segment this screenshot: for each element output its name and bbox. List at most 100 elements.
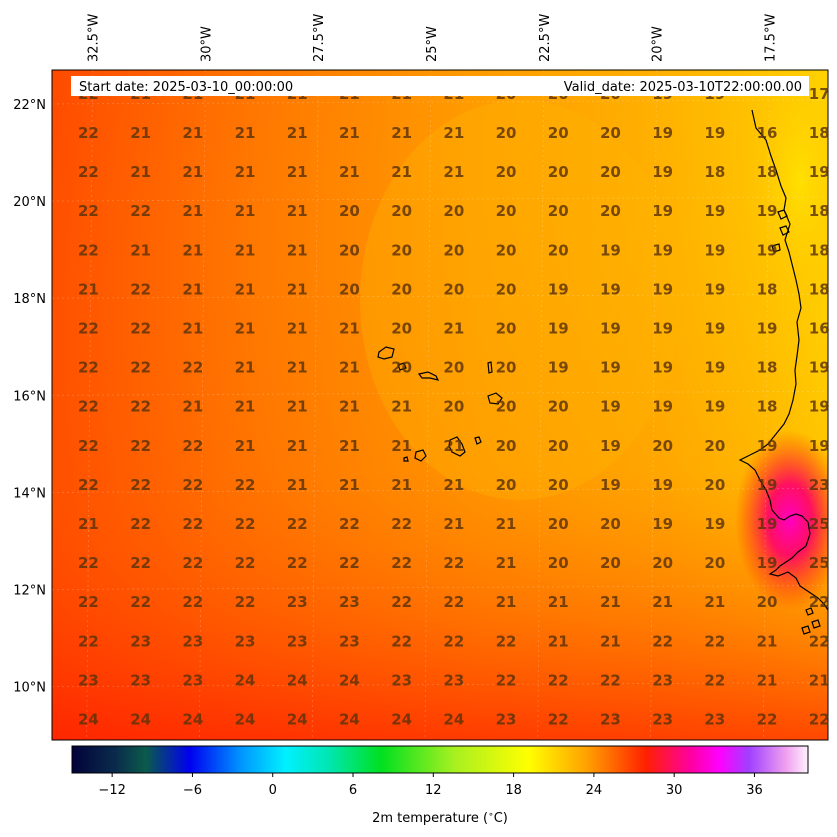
value-label: 22 xyxy=(757,711,778,729)
value-label: 21 xyxy=(391,163,412,181)
value-label: 25 xyxy=(809,515,830,533)
value-label: 23 xyxy=(287,632,308,650)
value-label: 22 xyxy=(78,476,99,494)
value-label: 21 xyxy=(443,124,464,142)
island-bissagos-1 xyxy=(805,607,814,616)
value-label: 23 xyxy=(652,671,673,689)
value-label: 20 xyxy=(443,241,464,259)
value-label: 22 xyxy=(78,437,99,455)
value-label: 21 xyxy=(548,593,569,611)
value-label: 19 xyxy=(600,280,621,298)
value-label: 19 xyxy=(809,163,830,181)
value-label: 21 xyxy=(78,280,99,298)
value-label: 21 xyxy=(182,163,203,181)
value-label: 22 xyxy=(391,515,412,533)
longitude-label: 25°W xyxy=(425,26,440,62)
value-label: 19 xyxy=(757,320,778,338)
meridian-line xyxy=(650,69,657,741)
colorbar-tick-label: 18 xyxy=(505,783,522,798)
value-label: 23 xyxy=(496,711,517,729)
latitude-label: 16°N xyxy=(13,389,46,404)
value-label: 21 xyxy=(182,280,203,298)
value-label: 21 xyxy=(443,476,464,494)
value-label: 20 xyxy=(548,398,569,416)
value-label: 19 xyxy=(652,515,673,533)
value-label: 22 xyxy=(548,671,569,689)
value-label: 23 xyxy=(287,593,308,611)
value-label: 21 xyxy=(339,398,360,416)
value-label: 22 xyxy=(182,593,203,611)
island-fogo xyxy=(414,449,427,462)
value-label: 20 xyxy=(443,280,464,298)
value-label: 20 xyxy=(496,124,517,142)
parallel-line xyxy=(51,99,829,105)
value-label: 19 xyxy=(600,359,621,377)
value-label: 20 xyxy=(548,515,569,533)
value-label: 21 xyxy=(496,593,517,611)
value-label: 20 xyxy=(496,280,517,298)
value-label: 20 xyxy=(443,202,464,220)
value-label: 19 xyxy=(757,476,778,494)
value-label: 18 xyxy=(809,124,830,142)
value-label: 22 xyxy=(235,554,256,572)
colorbar-tick-label: 12 xyxy=(425,783,442,798)
colorbar-tick-label: 30 xyxy=(666,783,683,798)
value-label: 23 xyxy=(78,671,99,689)
value-label: 22 xyxy=(339,554,360,572)
value-label: 22 xyxy=(704,632,725,650)
value-label: 24 xyxy=(78,711,99,729)
value-label: 22 xyxy=(130,593,151,611)
latitude-label: 22°N xyxy=(13,98,46,113)
value-label: 19 xyxy=(704,280,725,298)
value-label: 23 xyxy=(339,593,360,611)
meridian-line xyxy=(424,69,432,741)
colorbar-tick-label: 6 xyxy=(349,783,357,798)
value-label: 21 xyxy=(287,241,308,259)
island-bissagos-3 xyxy=(801,625,811,635)
longitude-label: 20°W xyxy=(651,26,666,62)
value-label: 21 xyxy=(391,476,412,494)
value-label: 21 xyxy=(496,554,517,572)
map-frame xyxy=(51,69,829,741)
value-label: 19 xyxy=(600,476,621,494)
longitude-labels: 32.5°W 30°W 27.5°W 25°W 22.5°W 20°W 17.5°W xyxy=(87,14,779,62)
value-label: 22 xyxy=(235,476,256,494)
latitude-label: 12°N xyxy=(13,583,46,598)
value-label: 21 xyxy=(235,398,256,416)
value-label: 24 xyxy=(339,671,360,689)
value-label: 20 xyxy=(548,163,569,181)
longitude-label: 30°W xyxy=(199,26,214,62)
value-label: 24 xyxy=(339,711,360,729)
value-label: 19 xyxy=(600,241,621,259)
value-label: 21 xyxy=(235,280,256,298)
value-label: 23 xyxy=(809,476,830,494)
value-label: 21 xyxy=(809,671,830,689)
parallel-line xyxy=(51,682,829,687)
value-label: 22 xyxy=(443,632,464,650)
parallel-line xyxy=(51,585,829,590)
island-brava xyxy=(403,456,409,462)
value-label: 16 xyxy=(757,124,778,142)
latitude-label: 14°N xyxy=(13,486,46,501)
value-label: 19 xyxy=(757,554,778,572)
date-header: Start date: 2025-03-10_00:00:00 Valid_da… xyxy=(71,76,809,96)
island-sao-vicente xyxy=(397,362,407,371)
value-label: 22 xyxy=(130,359,151,377)
value-label: 19 xyxy=(757,202,778,220)
value-label: 18 xyxy=(809,241,830,259)
value-label: 21 xyxy=(704,593,725,611)
colorbar-tick-label: −12 xyxy=(98,783,125,798)
value-labels: 22 21 21 21 21 21 21 21 20 20 20 19 19 17 22 21 21 21 21 21… xyxy=(78,85,830,729)
value-label: 21 xyxy=(182,124,203,142)
value-label: 21 xyxy=(339,163,360,181)
value-label: 21 xyxy=(182,202,203,220)
value-label: 22 xyxy=(704,671,725,689)
colorbar-frame xyxy=(71,745,809,774)
value-label: 20 xyxy=(339,202,360,220)
value-label: 22 xyxy=(78,124,99,142)
value-label: 19 xyxy=(809,359,830,377)
value-label: 22 xyxy=(496,671,517,689)
value-label: 20 xyxy=(391,241,412,259)
value-label: 19 xyxy=(757,515,778,533)
